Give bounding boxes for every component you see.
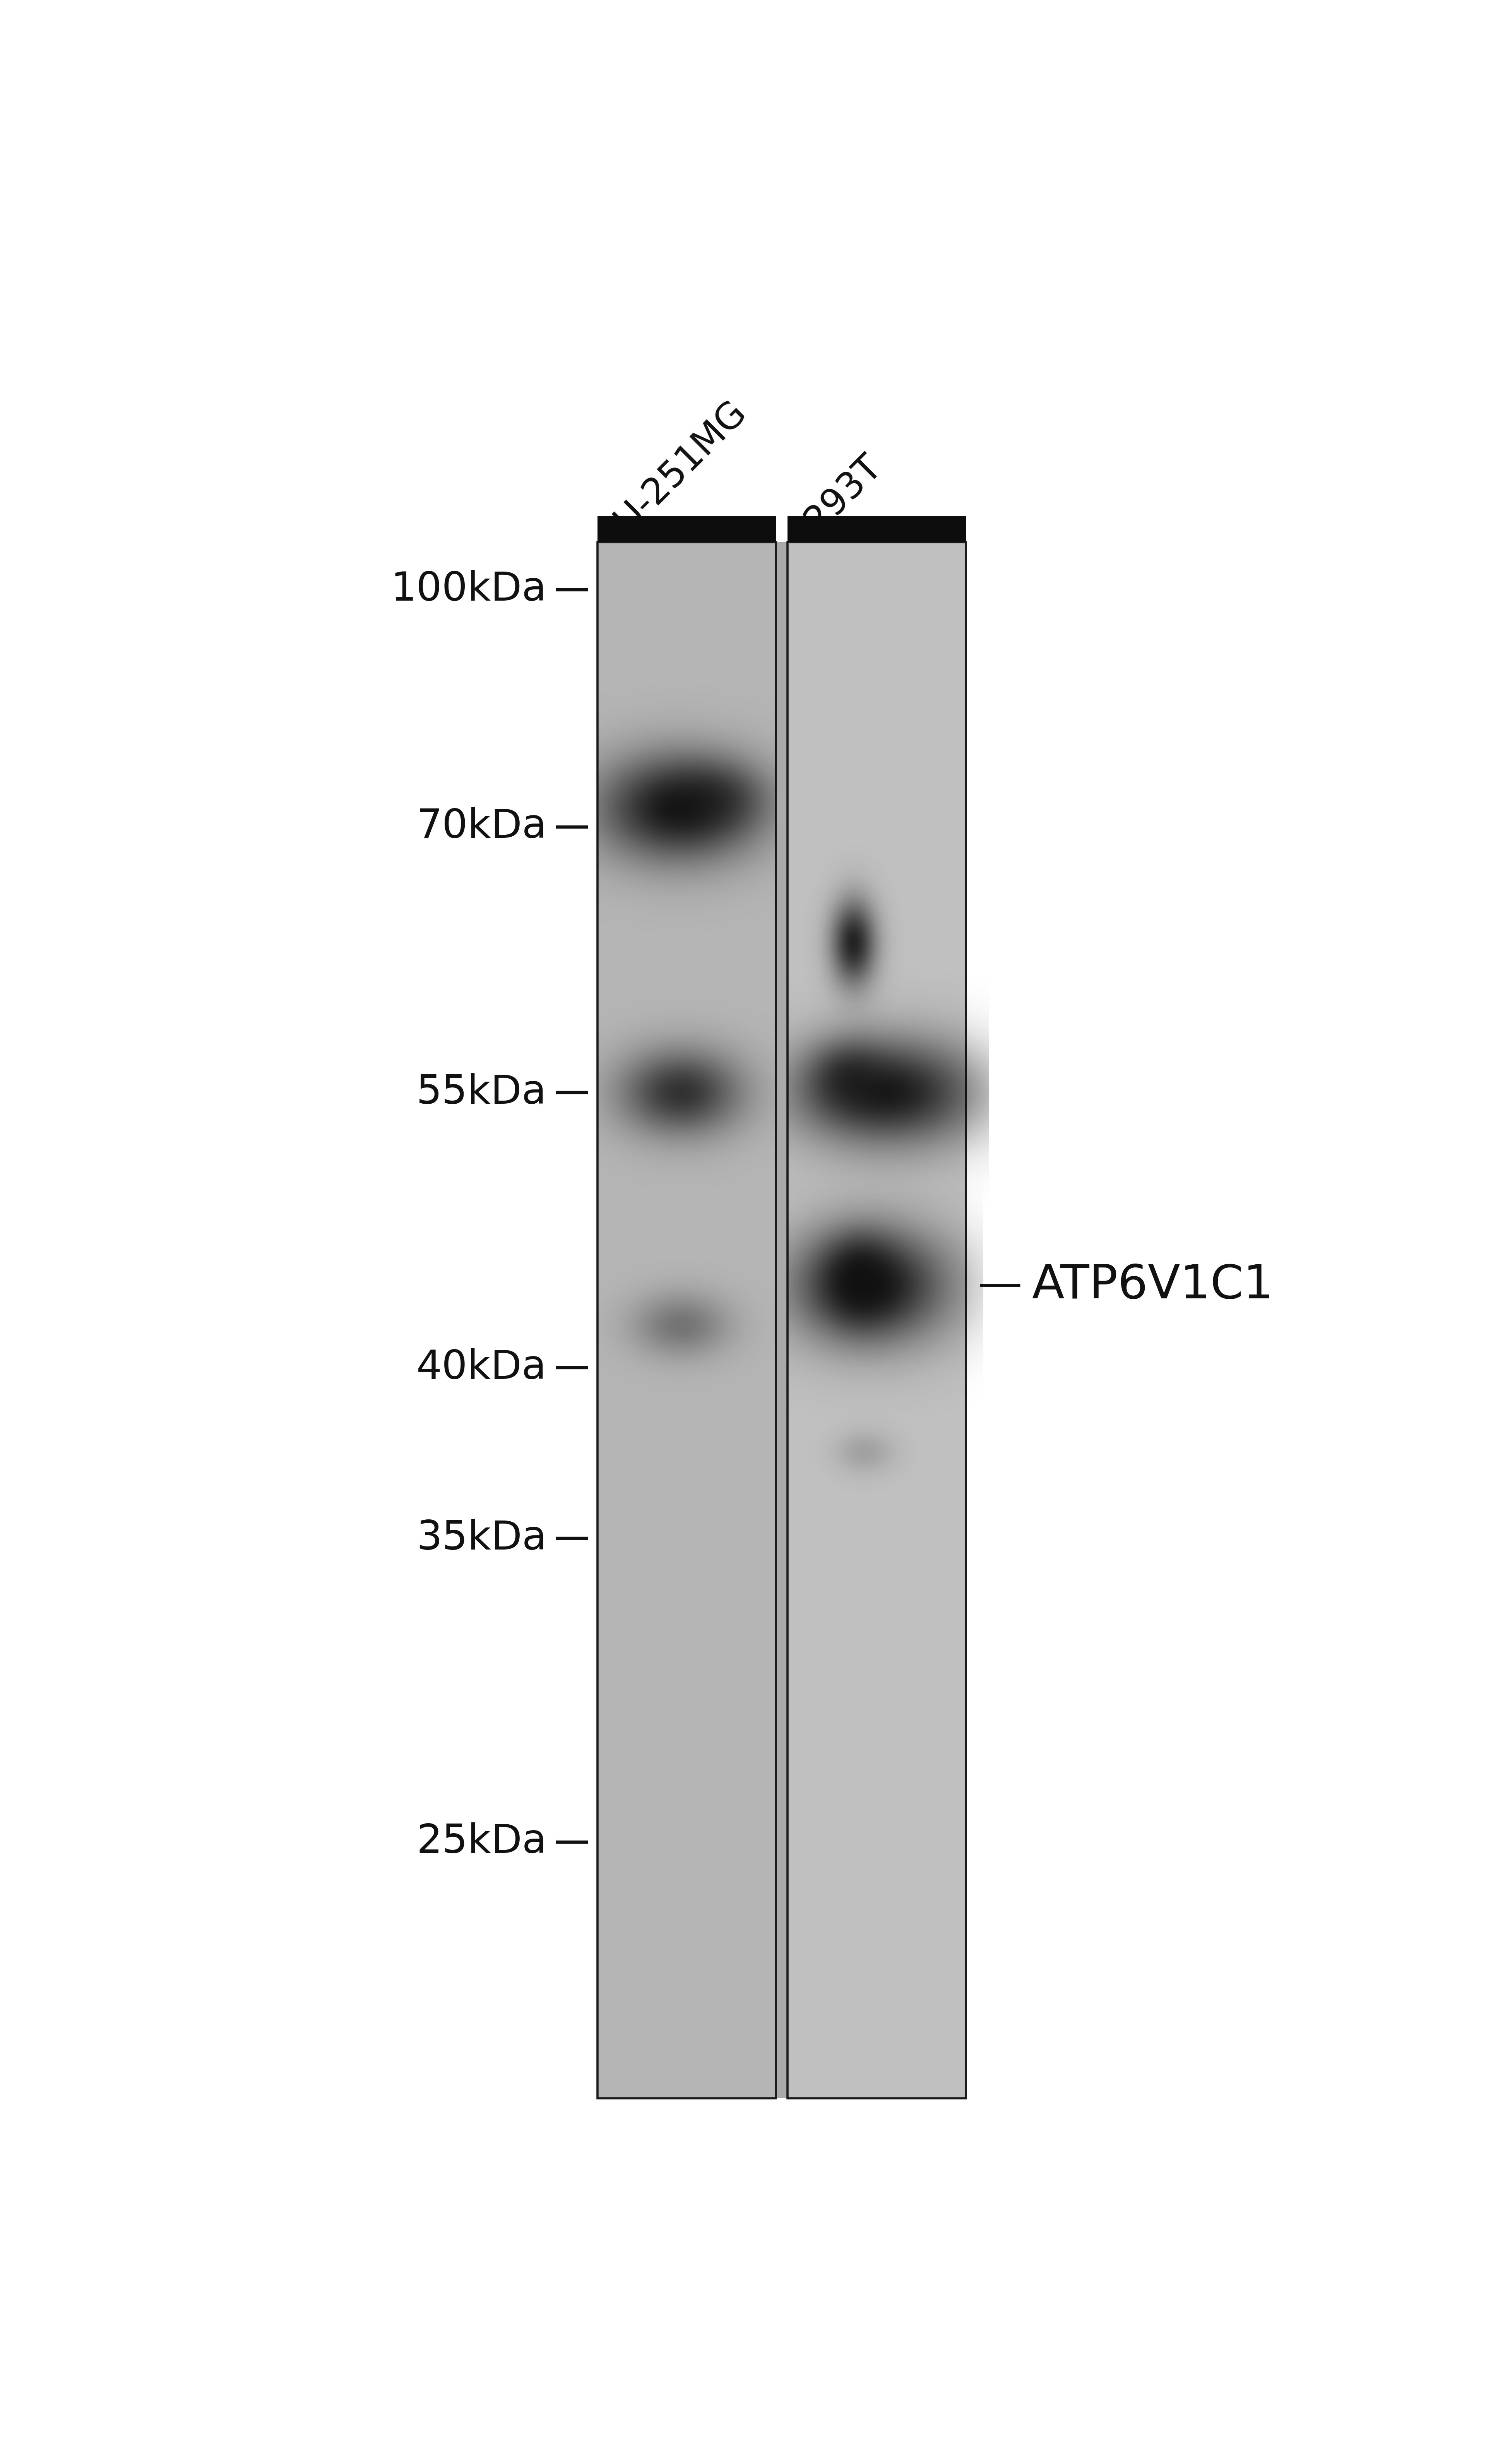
Bar [776,542,788,2099]
Text: 40kDa: 40kDa [416,1348,547,1387]
Text: 100kDa: 100kDa [391,569,547,609]
Text: 55kDa: 55kDa [416,1072,547,1111]
Bar [597,515,776,542]
Text: 35kDa: 35kDa [416,1518,547,1557]
Text: 70kDa: 70kDa [416,808,547,848]
Bar [788,515,966,542]
Bar [597,542,776,2099]
Text: U-251MG: U-251MG [608,394,753,540]
Text: ATP6V1C1: ATP6V1C1 [1031,1262,1274,1308]
Text: 25kDa: 25kDa [416,1823,547,1860]
Bar [788,542,966,2099]
Text: 293T: 293T [798,448,889,540]
